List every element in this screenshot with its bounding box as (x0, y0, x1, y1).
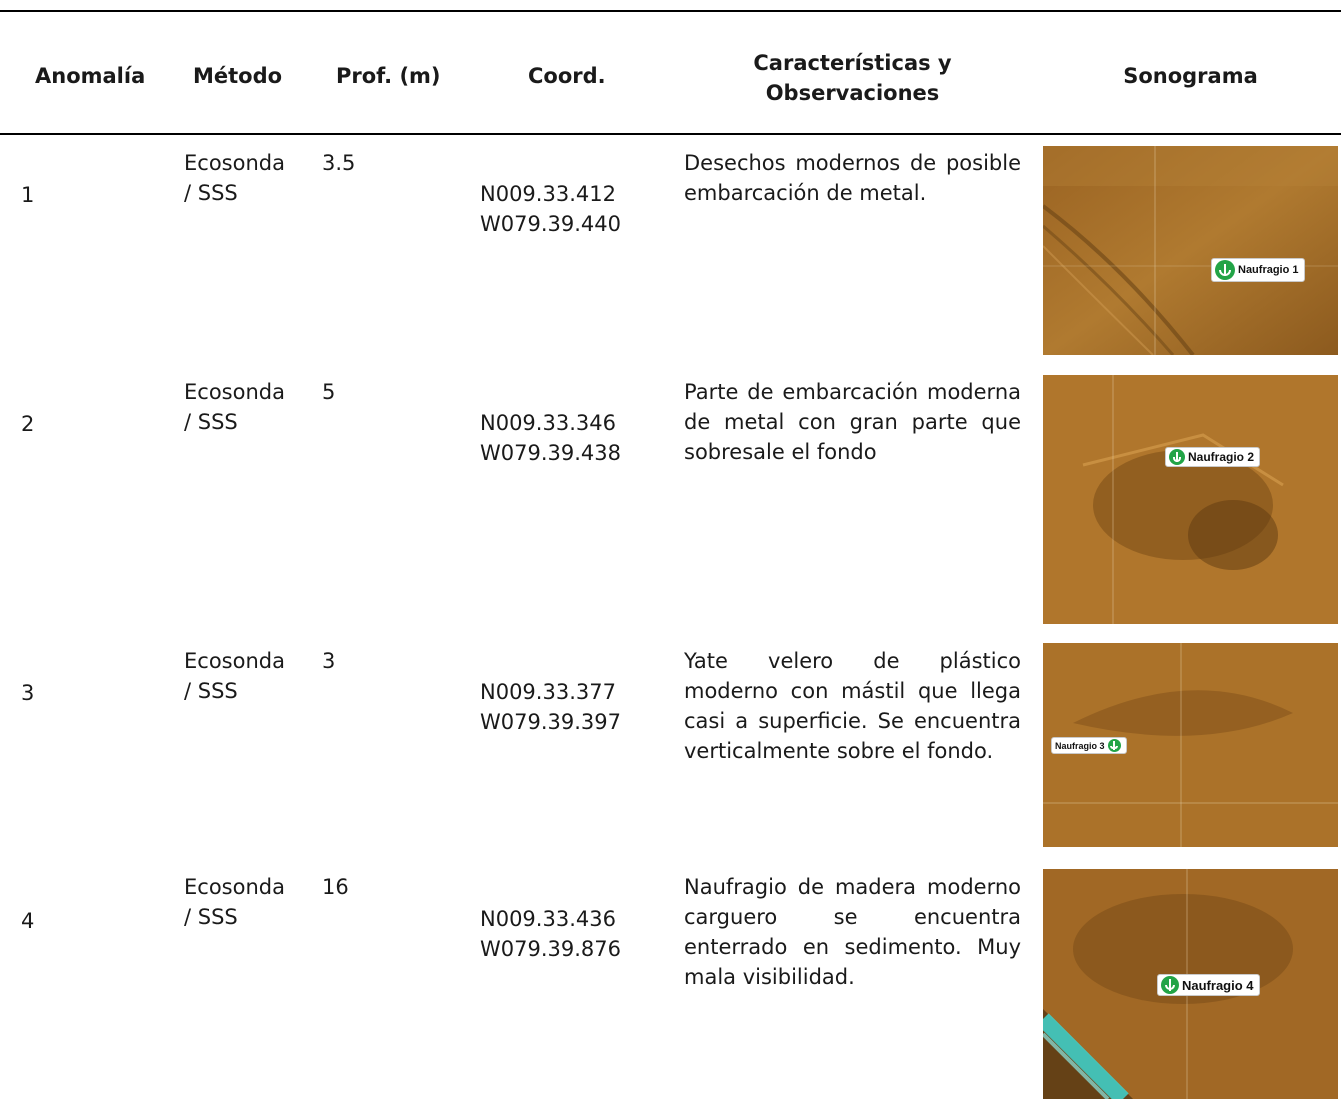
cell-observaciones: Yate velero de plástico moderno con mást… (684, 649, 1021, 763)
cell-metodo: Ecosonda / SSS (184, 649, 285, 703)
cell-prof: 3.5 (322, 151, 356, 175)
sonogram-label: Naufragio 3 (1051, 737, 1127, 754)
cell-prof: 3 (322, 649, 336, 673)
header-coord: Coord. (528, 64, 606, 88)
cell-metodo: Ecosonda / SSS (184, 380, 285, 434)
cell-anomalia: 3 (21, 681, 35, 705)
cell-prof: 16 (322, 875, 349, 899)
sonogram-texture (1043, 643, 1338, 847)
sonogram-image: Naufragio 4 (1043, 869, 1338, 1099)
sonogram-texture (1043, 869, 1338, 1099)
anchor-icon (1161, 976, 1179, 994)
cell-coord: N009.33.436 W079.39.876 (480, 907, 622, 961)
sonogram-texture (1043, 146, 1338, 355)
sonogram-texture (1043, 375, 1338, 624)
table-top-rule (0, 10, 1341, 12)
anchor-icon (1169, 449, 1185, 465)
sonogram-image: Naufragio 1 (1043, 146, 1338, 355)
cell-anomalia: 4 (21, 909, 35, 933)
sonogram-label: Naufragio 4 (1157, 974, 1260, 996)
anchor-icon (1107, 739, 1121, 752)
cell-observaciones: Parte de embarcación moderna de metal co… (684, 380, 1021, 464)
cell-coord: N009.33.346 W079.39.438 (480, 411, 622, 465)
cell-anomalia: 2 (21, 412, 35, 436)
cell-prof: 5 (322, 380, 336, 404)
header-bottom-rule (0, 133, 1341, 135)
cell-coord: N009.33.412 W079.39.440 (480, 182, 622, 236)
cell-observaciones: Naufragio de madera moderno carguero se … (684, 875, 1021, 989)
header-metodo: Método (193, 64, 283, 88)
cell-anomalia: 1 (21, 183, 35, 207)
sonogram-image: Naufragio 2 (1043, 375, 1338, 624)
cell-metodo: Ecosonda / SSS (184, 875, 285, 929)
cell-coord: N009.33.377 W079.39.397 (480, 680, 622, 734)
cell-metodo: Ecosonda / SSS (184, 151, 285, 205)
cell-observaciones: Desechos modernos de posible embarcación… (684, 151, 1021, 205)
sonogram-label: Naufragio 2 (1165, 447, 1261, 467)
sonogram-image: Naufragio 3 (1043, 643, 1338, 847)
header-caracteristicas: Características y Observaciones (753, 51, 952, 105)
anchor-icon (1215, 260, 1235, 280)
header-anomalia: Anomalía (35, 64, 146, 88)
header-prof: Prof. (m) (336, 64, 441, 88)
header-sonograma: Sonograma (1123, 64, 1258, 88)
sonogram-label: Naufragio 1 (1211, 258, 1305, 282)
